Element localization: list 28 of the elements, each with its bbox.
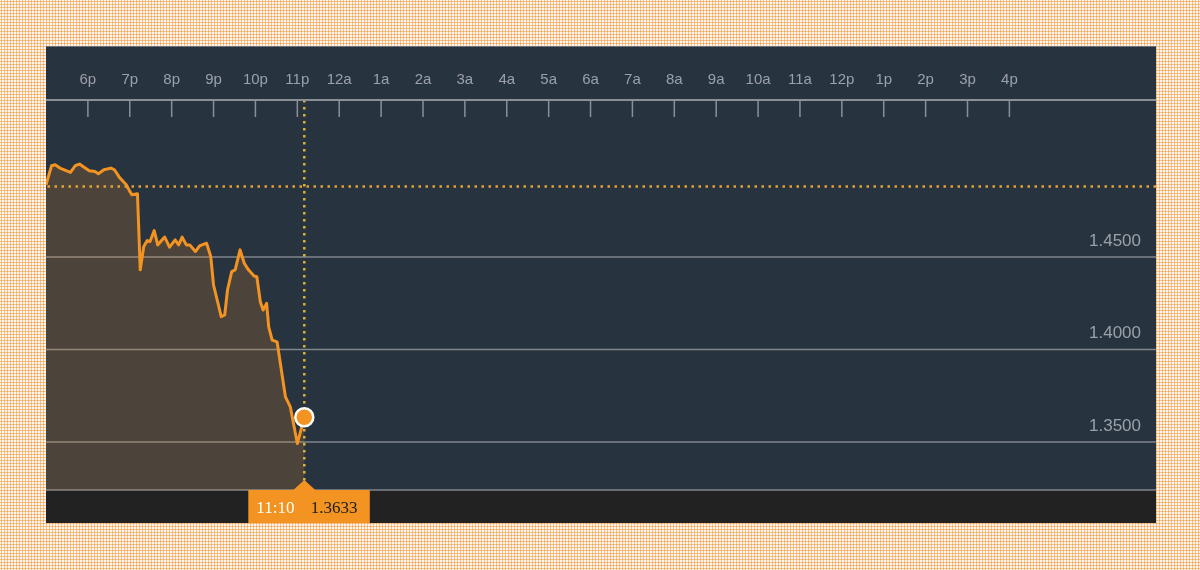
x-tick-label: 11a [788, 70, 813, 87]
x-tick-label: 2a [414, 70, 432, 87]
x-tick-label: 9a [707, 70, 726, 87]
x-tick-label: 7p [121, 70, 139, 87]
x-tick-label: 8a [665, 70, 684, 87]
x-tick-label: 9p [205, 70, 222, 87]
x-tick-label: 1p [875, 70, 893, 87]
x-tick-label: 8p [163, 70, 180, 87]
y-tick-label: 1.4000 [1089, 323, 1141, 343]
x-tick-label: 12p [829, 70, 855, 87]
x-tick-label: 10p [242, 70, 268, 87]
x-tick-label: 3a [456, 70, 474, 87]
x-tick-label: 10a [745, 70, 772, 87]
y-tick-label: 1.3500 [1089, 415, 1141, 435]
x-tick-label: 11p [285, 70, 310, 87]
x-tick-label: 6a [582, 70, 600, 87]
x-tick-label: 7a [624, 70, 642, 87]
x-tick-label: 4a [498, 70, 516, 87]
text: 1.3633 [310, 498, 358, 517]
x-tick-label: 6p [79, 70, 97, 87]
x-tick-label: 3p [959, 70, 976, 87]
x-tick-label: 5a [540, 70, 558, 87]
x-tick-label: 1a [372, 70, 391, 87]
text: 11:10 [256, 498, 295, 517]
x-tick-label: 4p [1001, 70, 1018, 87]
y-tick-label: 1.4500 [1089, 230, 1141, 250]
x-tick-label: 2p [917, 70, 934, 87]
x-tick-label: 12a [326, 70, 353, 87]
